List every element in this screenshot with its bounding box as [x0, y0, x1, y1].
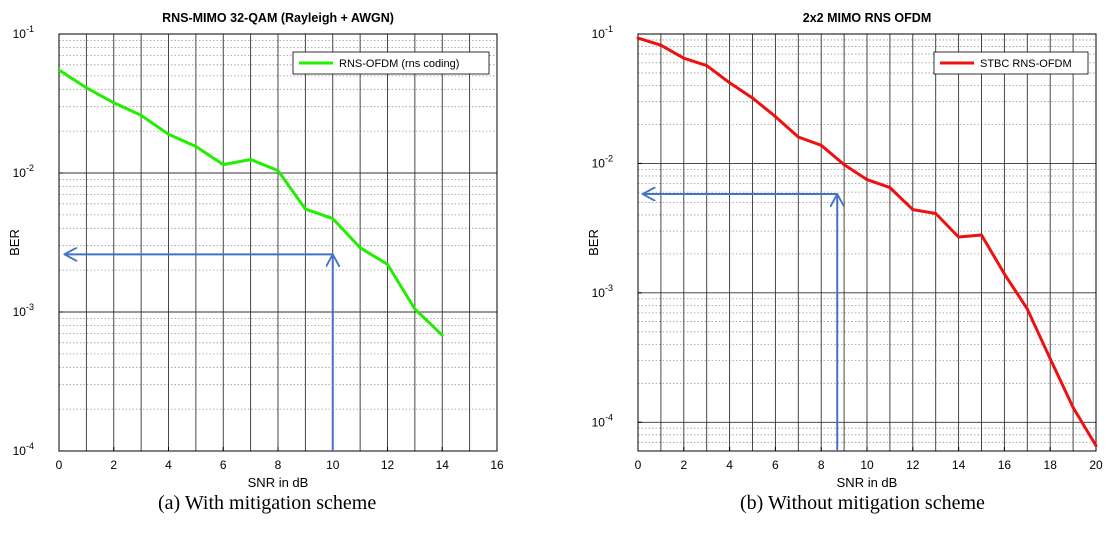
data-point [911, 208, 915, 212]
x-tick-label: 6 [220, 458, 227, 472]
data-point [636, 36, 640, 40]
data-point [957, 235, 961, 239]
x-tick-label: 8 [275, 458, 282, 472]
data-point [112, 101, 116, 105]
caption-a: (a) With mitigation scheme [158, 492, 377, 514]
x-tick-label: 16 [998, 458, 1012, 472]
data-point [358, 246, 362, 250]
x-tick-label: 2 [110, 458, 117, 472]
data-point [1002, 272, 1006, 276]
y-tick-label: 10-4 [592, 412, 613, 429]
data-point [1071, 406, 1075, 410]
data-point [249, 158, 253, 162]
data-point [57, 68, 61, 72]
x-tick-label: 14 [952, 458, 966, 472]
data-point [842, 163, 846, 167]
legend-box [933, 51, 1089, 75]
data-point [796, 135, 800, 139]
legend-label: RNS-OFDM (rns coding) [339, 58, 459, 70]
legend-label: STBC RNS-OFDM [980, 58, 1072, 70]
y-tick-label: 10-2 [592, 153, 613, 170]
data-point [682, 56, 686, 60]
x-tick-label: 10 [860, 458, 874, 472]
y-tick-label: 10-3 [13, 302, 34, 319]
x-tick-label: 2 [680, 458, 687, 472]
x-tick-label: 14 [436, 458, 450, 472]
caption-b: (b) Without mitigation scheme [740, 492, 985, 514]
x-axis-label: SNR in dB [837, 475, 898, 490]
data-point [194, 145, 198, 149]
y-tick-label: 10-3 [592, 283, 613, 300]
data-point [1094, 444, 1098, 448]
x-tick-label: 12 [381, 458, 395, 472]
data-point [1025, 307, 1029, 311]
chart-title: 2x2 MIMO RNS OFDM [803, 11, 932, 25]
x-tick-label: 0 [635, 458, 642, 472]
y-tick-label: 10-1 [592, 24, 613, 41]
x-tick-label: 0 [56, 458, 63, 472]
data-point [865, 178, 869, 182]
data-point [751, 96, 754, 100]
x-tick-label: 4 [726, 458, 733, 472]
data-point [980, 233, 983, 237]
x-tick-label: 16 [490, 458, 504, 472]
data-point [276, 169, 280, 173]
data-point [386, 262, 389, 266]
data-point [413, 307, 417, 311]
data-point [1048, 357, 1052, 361]
legend-box [292, 51, 490, 75]
x-tick-label: 6 [772, 458, 779, 472]
x-axis-label: SNR in dB [248, 475, 309, 490]
data-point [84, 86, 88, 90]
data-point [705, 64, 709, 68]
chart-title: RNS-MIMO 32-QAM (Rayleigh + AWGN) [162, 11, 394, 25]
data-point [167, 132, 170, 136]
y-tick-label: 10-2 [13, 163, 34, 180]
data-point [888, 186, 892, 190]
data-point [659, 43, 663, 47]
data-point [139, 113, 143, 117]
x-tick-label: 10 [326, 458, 340, 472]
y-axis-label: BER [7, 229, 22, 256]
y-axis-label: BER [586, 229, 601, 256]
x-tick-label: 8 [818, 458, 825, 472]
data-point [819, 143, 823, 147]
chart-panel-a: 0 2 4 6 8 10 12 14 16 10-1 10-2 10-3 10-4 RNS-MIMO 32… [7, 11, 504, 490]
data-point [221, 163, 225, 167]
y-tick-label: 10-4 [13, 441, 34, 458]
y-tick-label: 10-1 [13, 24, 34, 41]
x-tick-label: 20 [1089, 458, 1103, 472]
data-point [934, 212, 938, 216]
data-point [331, 217, 335, 221]
data-point [303, 207, 307, 211]
x-tick-label: 4 [165, 458, 172, 472]
x-tick-label: 18 [1044, 458, 1058, 472]
x-tick-label: 12 [906, 458, 920, 472]
data-point [440, 333, 444, 337]
data-point [728, 81, 732, 85]
data-point [773, 115, 777, 119]
chart-panel-b: 0 2 4 6 8 10 12 14 16 18 20 10-1 10-2 10-3 10-4 2x2 MIM… [586, 11, 1103, 490]
